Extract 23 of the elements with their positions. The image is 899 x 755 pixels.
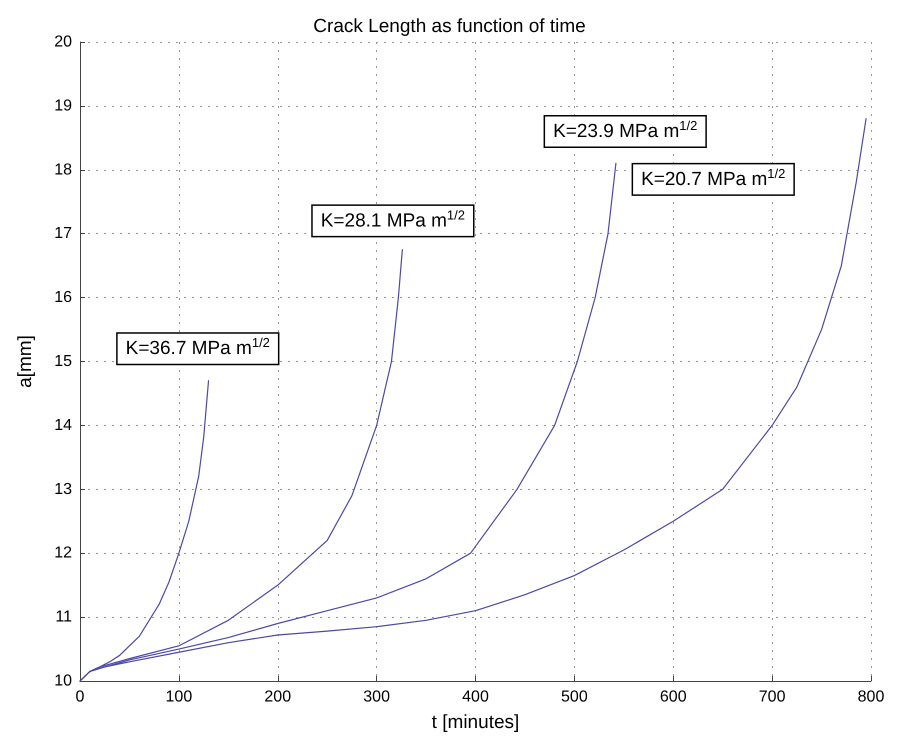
- x-tick-label: 100: [166, 688, 192, 706]
- y-tick-label: 11: [55, 608, 72, 626]
- x-tick-label: 0: [76, 688, 85, 706]
- y-tick-label: 16: [54, 289, 72, 306]
- x-tick-label: 600: [660, 688, 687, 706]
- y-tick-label: 12: [54, 544, 72, 562]
- y-tick-label: 13: [54, 480, 72, 498]
- y-tick-label: 17: [54, 225, 72, 242]
- x-tick-label: 400: [462, 688, 489, 706]
- x-axis-title: t [minutes]: [432, 712, 520, 733]
- x-tick-label: 300: [363, 688, 390, 706]
- x-tick-label: 200: [264, 688, 292, 706]
- y-tick-label: 15: [54, 353, 72, 370]
- y-tick-label: 10: [54, 672, 72, 690]
- chart-title: Crack Length as function of time: [313, 16, 586, 37]
- x-tick-label: 700: [758, 688, 786, 706]
- y-tick-label: 19: [54, 97, 72, 114]
- x-tick-label: 500: [561, 688, 588, 706]
- y-tick-label: 18: [54, 161, 72, 178]
- y-tick-label: 20: [54, 34, 72, 50]
- y-axis-title: a[mm]: [15, 335, 36, 388]
- x-tick-label: 800: [858, 688, 884, 706]
- y-tick-label: 14: [54, 416, 72, 434]
